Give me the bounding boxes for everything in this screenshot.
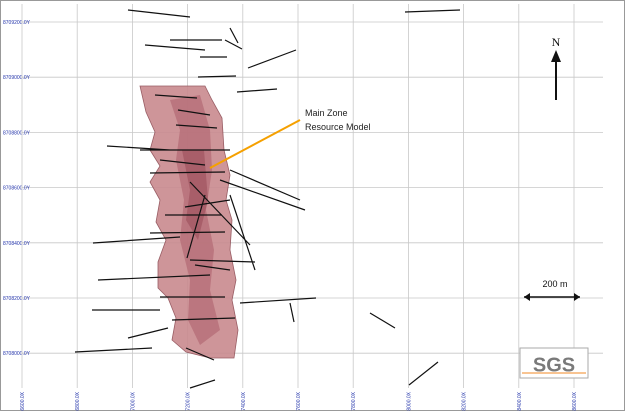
- logo-text: SGS: [533, 354, 575, 376]
- easting-label: 418600.0X: [572, 391, 578, 411]
- annotation-line: Resource Model: [305, 122, 371, 132]
- easting-label: 417600.0X: [296, 391, 302, 411]
- northing-label: 8708600.0Y: [3, 186, 31, 192]
- easting-label: 418400.0X: [517, 391, 523, 411]
- easting-label: 418200.0X: [462, 391, 468, 411]
- northing-label: 8708000.0Y: [3, 351, 31, 357]
- scale-label: 200 m: [542, 279, 567, 289]
- annotation-line: Main Zone: [305, 108, 348, 118]
- northing-label: 8709200.0Y: [3, 20, 31, 26]
- northing-label: 8708400.0Y: [3, 241, 31, 247]
- easting-label: 416800.0X: [75, 391, 81, 411]
- annotation: Main Zone Resource Model: [209, 108, 371, 169]
- scale-bar: 200 m: [524, 279, 580, 301]
- easting-label: 417800.0X: [351, 391, 357, 411]
- drillholes: [74, 9, 461, 389]
- easting-label: 416600.0X: [20, 391, 26, 411]
- northing-label: 8708800.0Y: [3, 130, 31, 136]
- north-label: N: [552, 35, 561, 49]
- easting-label: 417400.0X: [241, 391, 247, 411]
- easting-label: 418000.0X: [406, 391, 412, 411]
- grid: 8709200.0Y 8709000.0Y 8708800.0Y 8708600.0Y…: [3, 4, 603, 411]
- north-arrow: N: [551, 35, 561, 100]
- easting-label: 417200.0X: [186, 391, 192, 411]
- logo: SGS: [519, 347, 589, 379]
- easting-label: 417000.0X: [130, 391, 136, 411]
- northing-label: 8709000.0Y: [3, 75, 31, 81]
- northing-label: 8708200.0Y: [3, 296, 31, 302]
- resource-model: [139, 85, 239, 359]
